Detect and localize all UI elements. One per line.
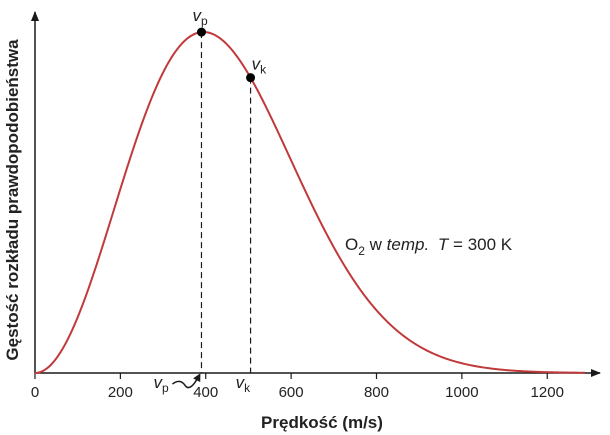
vk-bottom-subscript: k (244, 381, 251, 395)
vk-top-label: vk (252, 55, 268, 77)
vp-top-label: vp (192, 6, 208, 28)
o2-distribution-curve (34, 31, 585, 374)
x-tick-label-1000: 1000 (445, 384, 478, 401)
vp-bottom-label: vp (153, 373, 169, 395)
vp-bottom-symbol: v (153, 373, 163, 392)
vk-top-subscript: k (260, 63, 267, 77)
x-tick-label-400: 400 (193, 384, 218, 401)
vk-point (246, 73, 256, 83)
vp-bottom-subscript: p (162, 381, 169, 395)
annotation-T: T (438, 235, 450, 254)
annotation-temp-word: temp. (387, 235, 430, 254)
vk-bottom-symbol: v (236, 373, 246, 392)
vp-top-symbol: v (192, 6, 202, 25)
vp-top-subscript: p (201, 14, 208, 28)
annotation-middle: w (365, 235, 387, 254)
x-tick-label-200: 200 (108, 384, 133, 401)
x-tick-label-600: 600 (279, 384, 304, 401)
vp-pointer-arrow (172, 373, 201, 389)
x-axis-title: Prędkość (m/s) (261, 413, 383, 432)
x-tick-label-group: 0 200 400 600 800 1000 1200 (31, 384, 564, 401)
x-tick-label-1200: 1200 (531, 384, 564, 401)
x-tick-label-800: 800 (364, 384, 389, 401)
annotation-equals: = (448, 235, 467, 254)
vp-point (196, 27, 206, 37)
x-tick-group (34, 373, 548, 379)
vk-bottom-label: vk (236, 373, 252, 395)
annotation-molecule: O (345, 235, 358, 254)
vk-top-symbol: v (252, 55, 262, 74)
x-tick-label-0: 0 (31, 384, 39, 401)
series-annotation: O2 w temp. T = 300 K (345, 235, 513, 258)
annotation-molecule-sub: 2 (358, 244, 365, 258)
annotation-value: 300 K (468, 235, 513, 254)
y-axis-title: Gęstość rozkładu prawdopodobieństwa (3, 39, 22, 361)
